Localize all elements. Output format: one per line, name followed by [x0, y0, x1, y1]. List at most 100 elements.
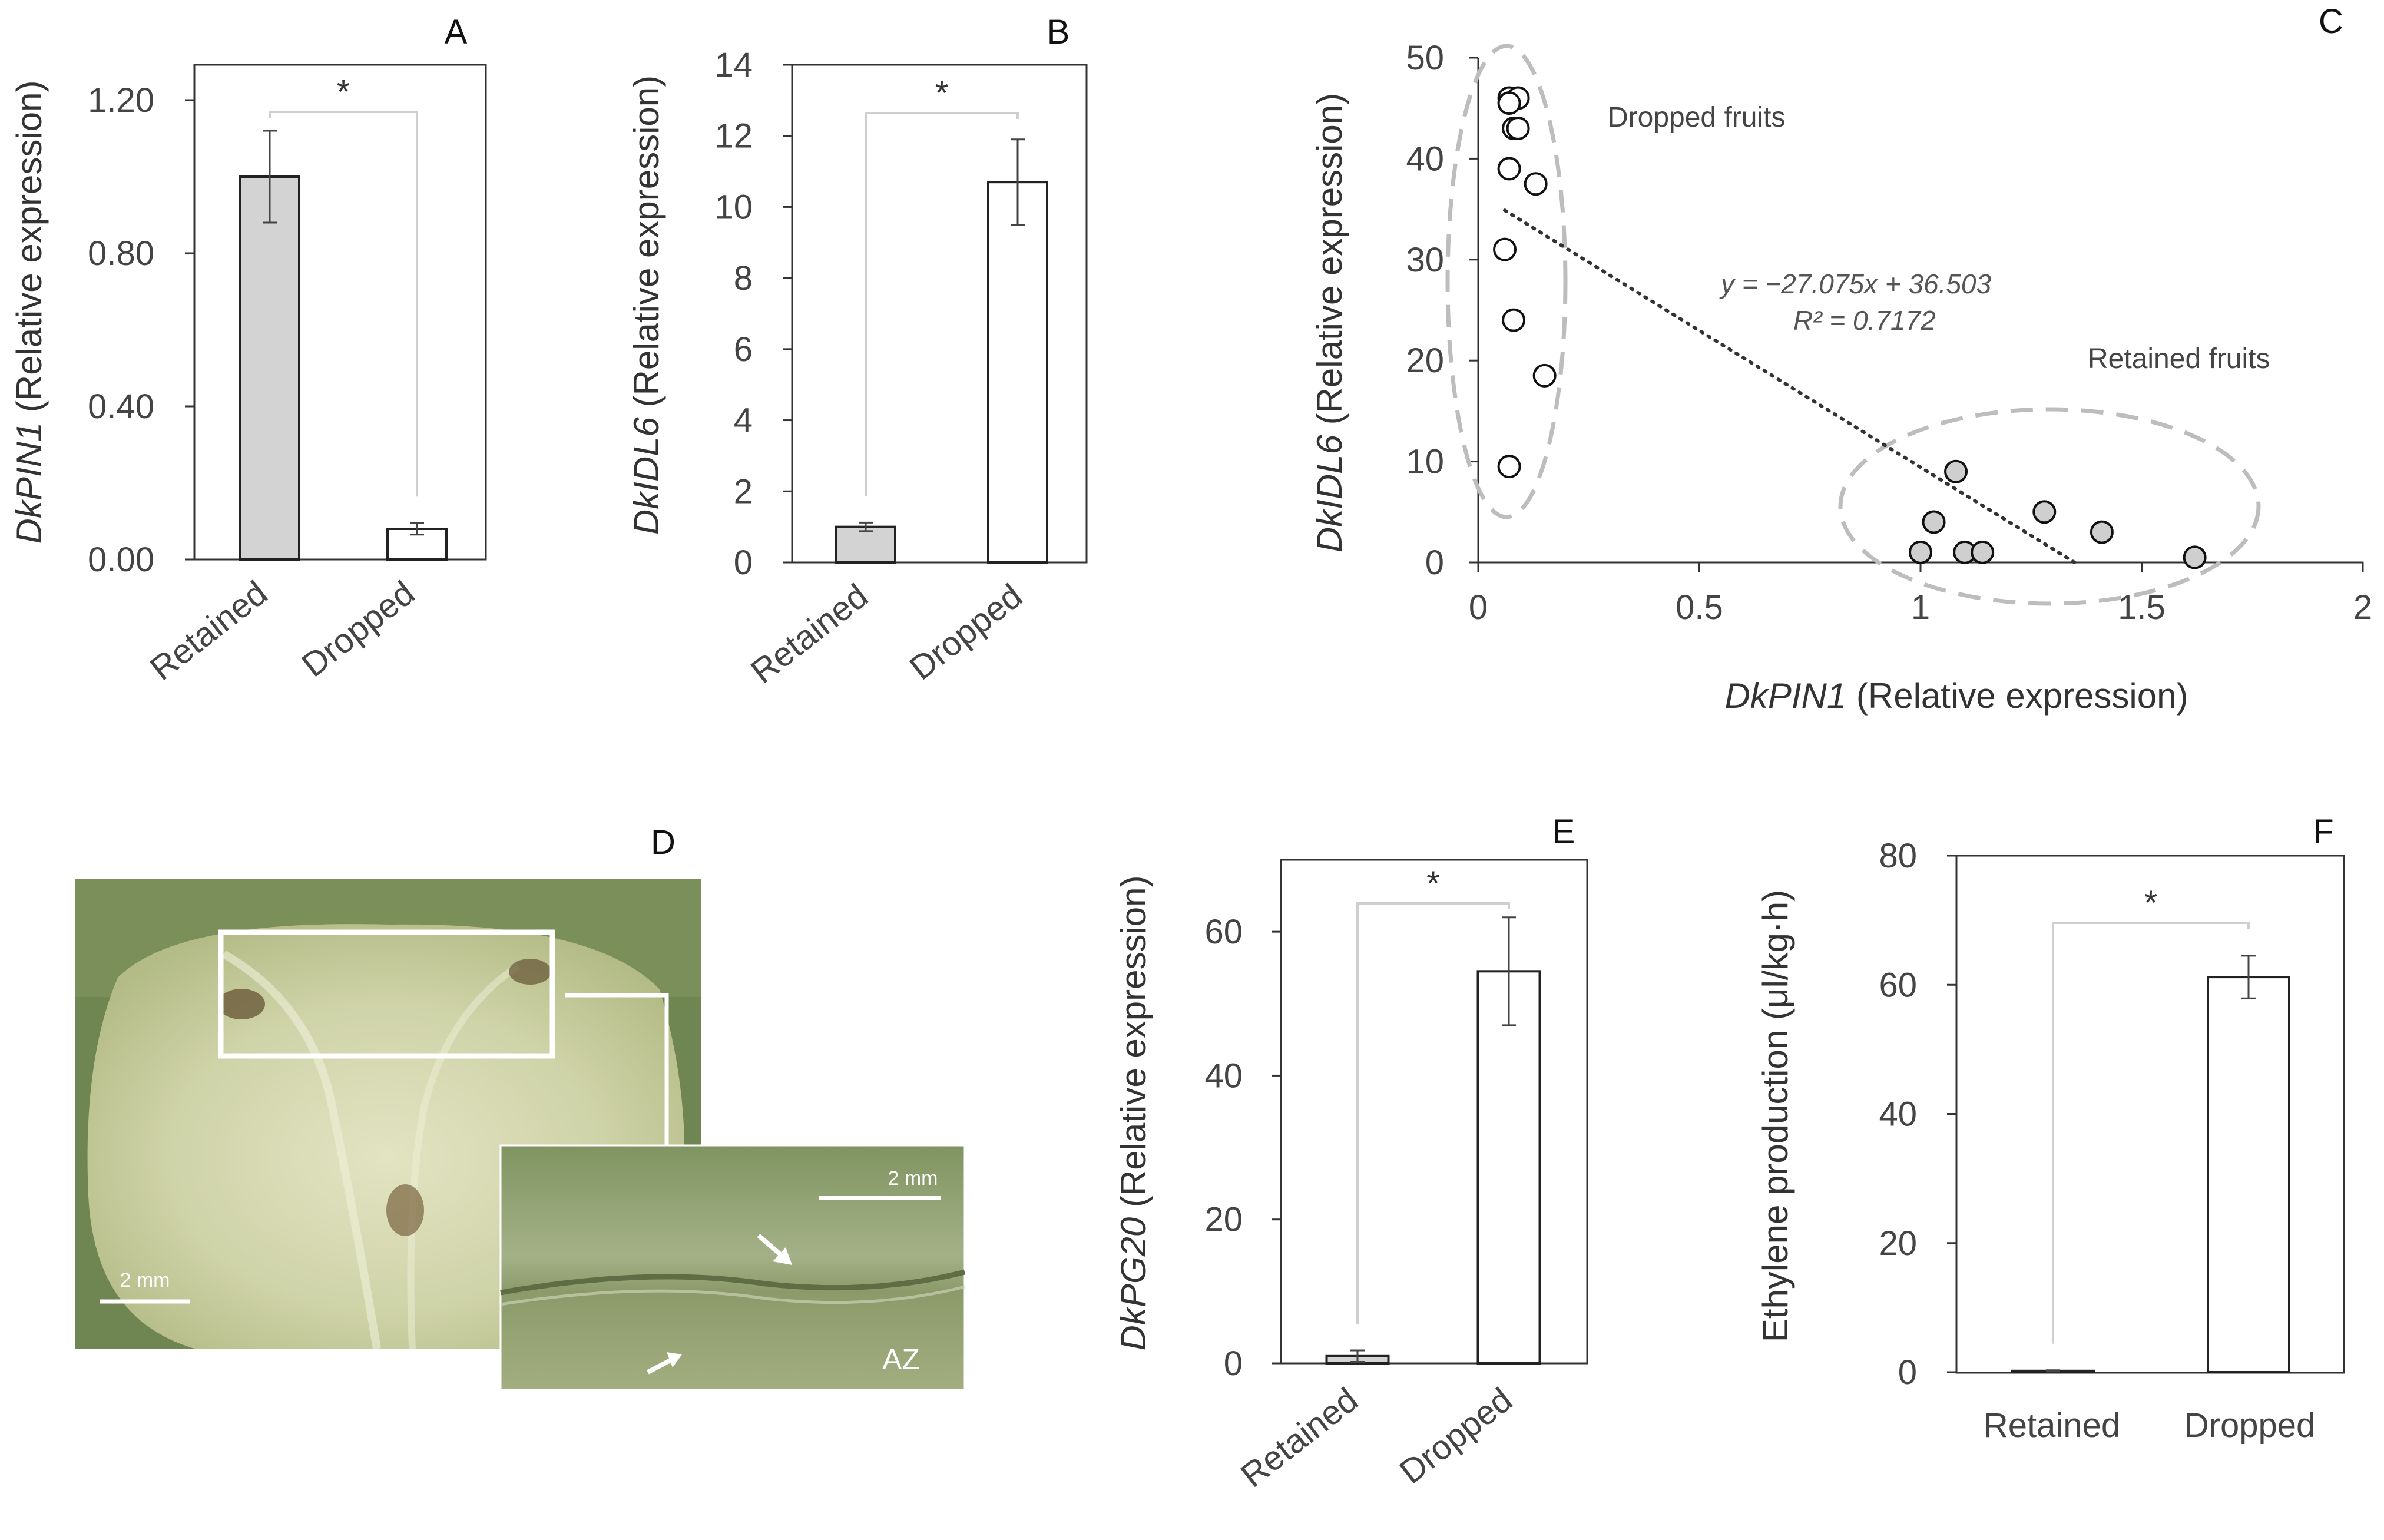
panel-b-bars [835, 138, 1048, 564]
panel-b-y-tick-label: 2 [734, 472, 753, 511]
panel-b-error-bar-retained [859, 521, 873, 532]
panel-b-significance-bracket [865, 112, 1019, 496]
panel-a-label: A [445, 13, 468, 51]
panel-e-y-axis-label: DkPG20 (Relative expression) [1114, 876, 1153, 1351]
dropped-fruit-point [1524, 172, 1548, 196]
zoom-region-box [218, 929, 555, 1059]
retained-fruits-ellipse [1838, 407, 2261, 606]
panel-e-y-tick-label: 20 [1204, 1201, 1243, 1239]
panel-a-significance-bracket [269, 111, 418, 497]
panel-f-y-tick-label: 20 [1879, 1224, 1917, 1263]
panel-e-bar-dropped [1476, 970, 1541, 1365]
panel-c-label: C [2319, 2, 2343, 41]
panel-b-y-rest: (Relative expression) [627, 75, 666, 417]
panel-e-y-rest: (Relative expression) [1114, 876, 1153, 1217]
panel-f-y-tick-label: 80 [1879, 837, 1917, 875]
panel-c-y-tick-label: 50 [1406, 39, 1444, 77]
panel-f-significance-star: * [2144, 884, 2158, 922]
panel-c-points [1493, 86, 2207, 569]
abscission-zone-inset-image: 2 mm AZ [499, 1144, 966, 1391]
retained-fruit-point [1944, 459, 1968, 483]
panel-c-y-tick-label: 40 [1406, 140, 1444, 178]
panel-e-label: E [1552, 813, 1575, 851]
dropped-fruit-point [1497, 455, 1521, 479]
panel-c-x-tick-label: 2 [2353, 588, 2372, 627]
panel-a-error-bar-dropped [410, 522, 424, 536]
panel-b-y-tick-label: 6 [734, 330, 753, 369]
retained-fruit-point [2090, 520, 2114, 544]
panel-c-x-tick-label: 1 [1911, 588, 1930, 627]
trendline-r-squared: R² = 0.7172 [1793, 305, 1936, 336]
panel-c-x-tick-label: 0.5 [1676, 588, 1723, 627]
panel-e-y-tick-label: 60 [1204, 913, 1243, 951]
az-arrow-lower-head [667, 1352, 682, 1367]
panel-e-error-bar-dropped [1502, 916, 1516, 1026]
panel-a-y-axis-label: DkPIN1 (Relative expression) [9, 81, 49, 544]
dropped-fruit-point [1532, 363, 1557, 388]
panel-a-significance-star: * [337, 73, 350, 111]
panel-a-category-dropped: Dropped [295, 574, 422, 684]
az-arrow-upper-head [773, 1247, 792, 1265]
panel-b-y-tick-label: 12 [714, 117, 753, 155]
panel-b-significance: * [865, 74, 1019, 496]
panel-c-x-rest: (Relative expression) [1846, 676, 2188, 716]
panel-e-y-tick-label: 40 [1204, 1057, 1243, 1095]
panel-a-y-rest: (Relative expression) [9, 81, 49, 422]
panel-d-photo: D 2 mm 2 mm AZ [75, 823, 966, 1391]
panel-a-y-tick-label: 1.20 [88, 81, 154, 120]
panel-a-bar-retained [239, 175, 300, 561]
panel-a-significance: * [269, 73, 418, 497]
panel-c-trendline [1503, 208, 2077, 565]
panel-c-x-tick-label: 0 [1469, 588, 1488, 627]
panel-f-category-retained: Retained [1984, 1406, 2120, 1445]
panel-f-y-axis-label: Ethylene production (μl/kg·h) [1756, 890, 1795, 1342]
panel-b-y-axis-label: DkIDL6 (Relative expression) [627, 75, 666, 535]
inset-scale-label: 2 mm [888, 1167, 938, 1190]
panel-e-significance-bracket [1356, 902, 1510, 1324]
panel-b-frame [791, 64, 1088, 564]
panel-a-y-tick-label: 0.40 [88, 388, 154, 426]
panel-c-y-tick-label: 10 [1406, 443, 1444, 481]
panel-a-y-ticks: 0.00 0.40 0.80 1.20 [88, 81, 194, 579]
panel-f-error-bar-dropped [2241, 955, 2256, 999]
panel-c-x-axis-label: DkPIN1 (Relative expression) [1725, 676, 2188, 716]
panel-f-significance: * [2052, 884, 2250, 1344]
panel-b-bar-retained [835, 525, 896, 564]
panel-e-chart: E 0 20 40 60 * Retained Dropped DkPG20 (Rel… [1114, 813, 1588, 1495]
panel-e-y-ticks: 0 20 40 60 [1204, 913, 1281, 1383]
panel-c-x-ticks: 0 0.5 1 1.5 2 [1469, 562, 2372, 627]
panel-e-frame [1280, 859, 1588, 1365]
panel-e-y-gene: DkPG20 [1114, 1217, 1153, 1351]
panel-e-category-retained: Retained [1234, 1380, 1365, 1495]
panel-c-y-ticks: 0 10 20 30 40 50 [1406, 39, 1478, 582]
panel-f-y-tick-label: 40 [1879, 1095, 1917, 1134]
panel-f-category-dropped: Dropped [2184, 1406, 2315, 1445]
panel-c-y-gene: DkIDL6 [1310, 434, 1349, 552]
panel-e-significance: * [1356, 865, 1510, 1324]
panel-b-y-tick-label: 4 [734, 402, 753, 440]
retained-fruit-point [2032, 500, 2057, 524]
panel-b-category-retained: Retained [744, 577, 875, 691]
panel-b-chart: B 0 2 4 6 8 10 12 14 * Retained Dropped DkIDL6 … [627, 13, 1088, 691]
panel-e-error-bar-retained [1350, 1349, 1365, 1363]
panel-a-y-tick-label: 0.80 [88, 234, 154, 273]
panel-b-y-tick-label: 10 [714, 188, 753, 226]
panel-b-label: B [1047, 13, 1070, 51]
dropped-fruits-ellipse [1445, 44, 1568, 519]
panel-a-frame [193, 64, 487, 561]
panel-d-label: D [651, 823, 676, 862]
panel-f-y-tick-label: 0 [1898, 1353, 1917, 1392]
retained-fruit-point [1922, 510, 1946, 534]
retained-fruit-point [2183, 545, 2207, 569]
panel-e-significance-star: * [1426, 865, 1440, 903]
main-scale-label: 2 mm [120, 1269, 170, 1291]
panel-e-category-dropped: Dropped [1393, 1380, 1519, 1491]
panel-b-y-tick-label: 8 [734, 259, 753, 297]
panel-b-category-dropped: Dropped [903, 577, 1029, 687]
az-arrow-lower [647, 1357, 674, 1375]
panel-c-y-tick-label: 20 [1406, 342, 1444, 380]
dropped-fruits-annotation: Dropped fruits [1608, 102, 1785, 133]
panel-f-label: F [2313, 813, 2333, 851]
panel-a-y-tick-label: 0.00 [88, 541, 154, 579]
